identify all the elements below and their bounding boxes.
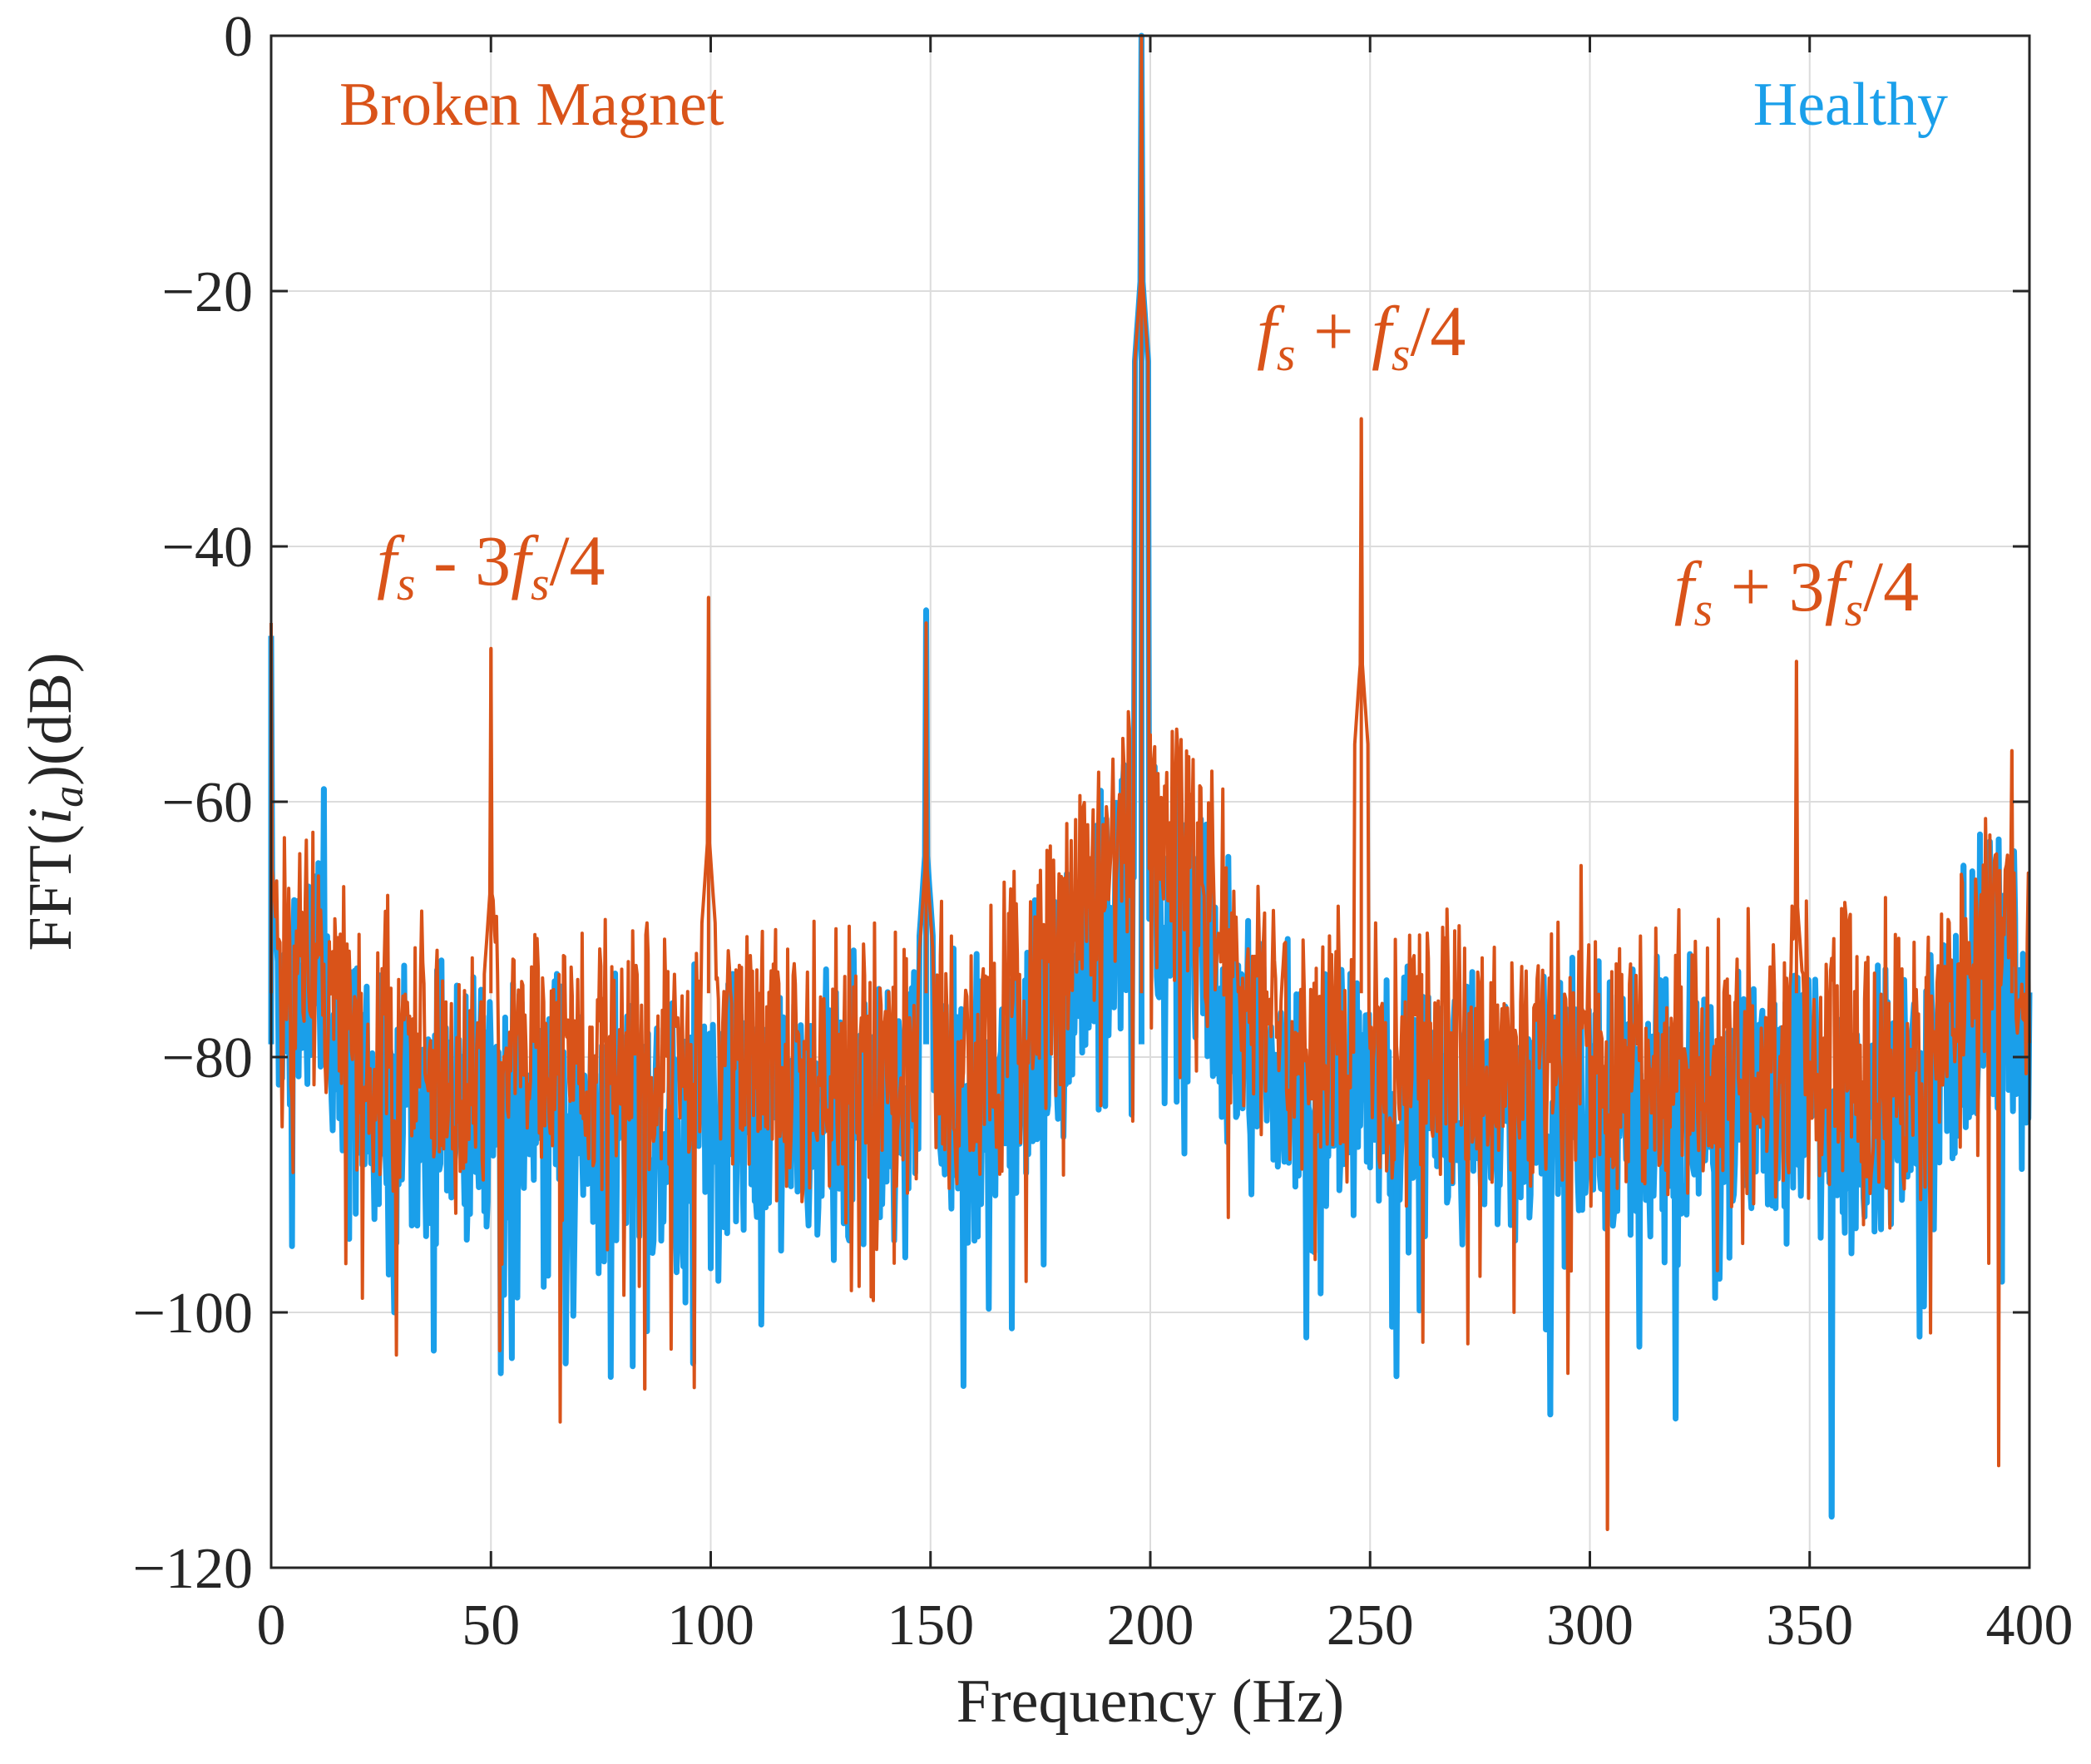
x-tick-label: 0 <box>257 1594 286 1658</box>
x-tick-label: 250 <box>1327 1594 1414 1658</box>
x-axis-title: Frequency (Hz) <box>957 1668 1344 1736</box>
annotation-1: fs + fs/4 <box>1257 291 1466 381</box>
y-tick-label: −120 <box>133 1537 253 1601</box>
axis-labels: Frequency (Hz) FFT(ia)(dB) <box>17 652 1344 1736</box>
y-tick-label: −100 <box>133 1282 253 1346</box>
x-tick-label: 200 <box>1107 1594 1194 1658</box>
x-tick-label: 100 <box>667 1594 754 1658</box>
x-tick-label: 300 <box>1546 1594 1634 1658</box>
y-tick-label: −80 <box>162 1026 253 1090</box>
legend-healthy: Healthy <box>1753 71 1948 139</box>
ticks: 0 50 100 150 200 250 300 350 400 0 −20 −40 −60 −80 −10… <box>133 5 2074 1658</box>
legend: Broken Magnet Healthy <box>339 71 1948 139</box>
annotation-0: fs - 3fs/4 <box>377 521 606 610</box>
annotation-2: fs + 3fs/4 <box>1674 546 1919 636</box>
x-tick-label: 350 <box>1766 1594 1853 1658</box>
legend-broken-magnet: Broken Magnet <box>339 71 724 139</box>
y-tick-label: −40 <box>162 516 253 580</box>
x-tick-label: 50 <box>462 1594 520 1658</box>
y-tick-label: −20 <box>162 260 253 324</box>
y-axis-title: FFT(ia)(dB) <box>17 652 92 951</box>
y-tick-label: 0 <box>224 5 253 69</box>
x-tick-label: 400 <box>1986 1594 2074 1658</box>
y-tick-label: −60 <box>162 771 253 835</box>
series-broken-magnet <box>269 34 2031 1531</box>
x-tick-label: 150 <box>887 1594 974 1658</box>
series-line <box>269 34 2031 1531</box>
